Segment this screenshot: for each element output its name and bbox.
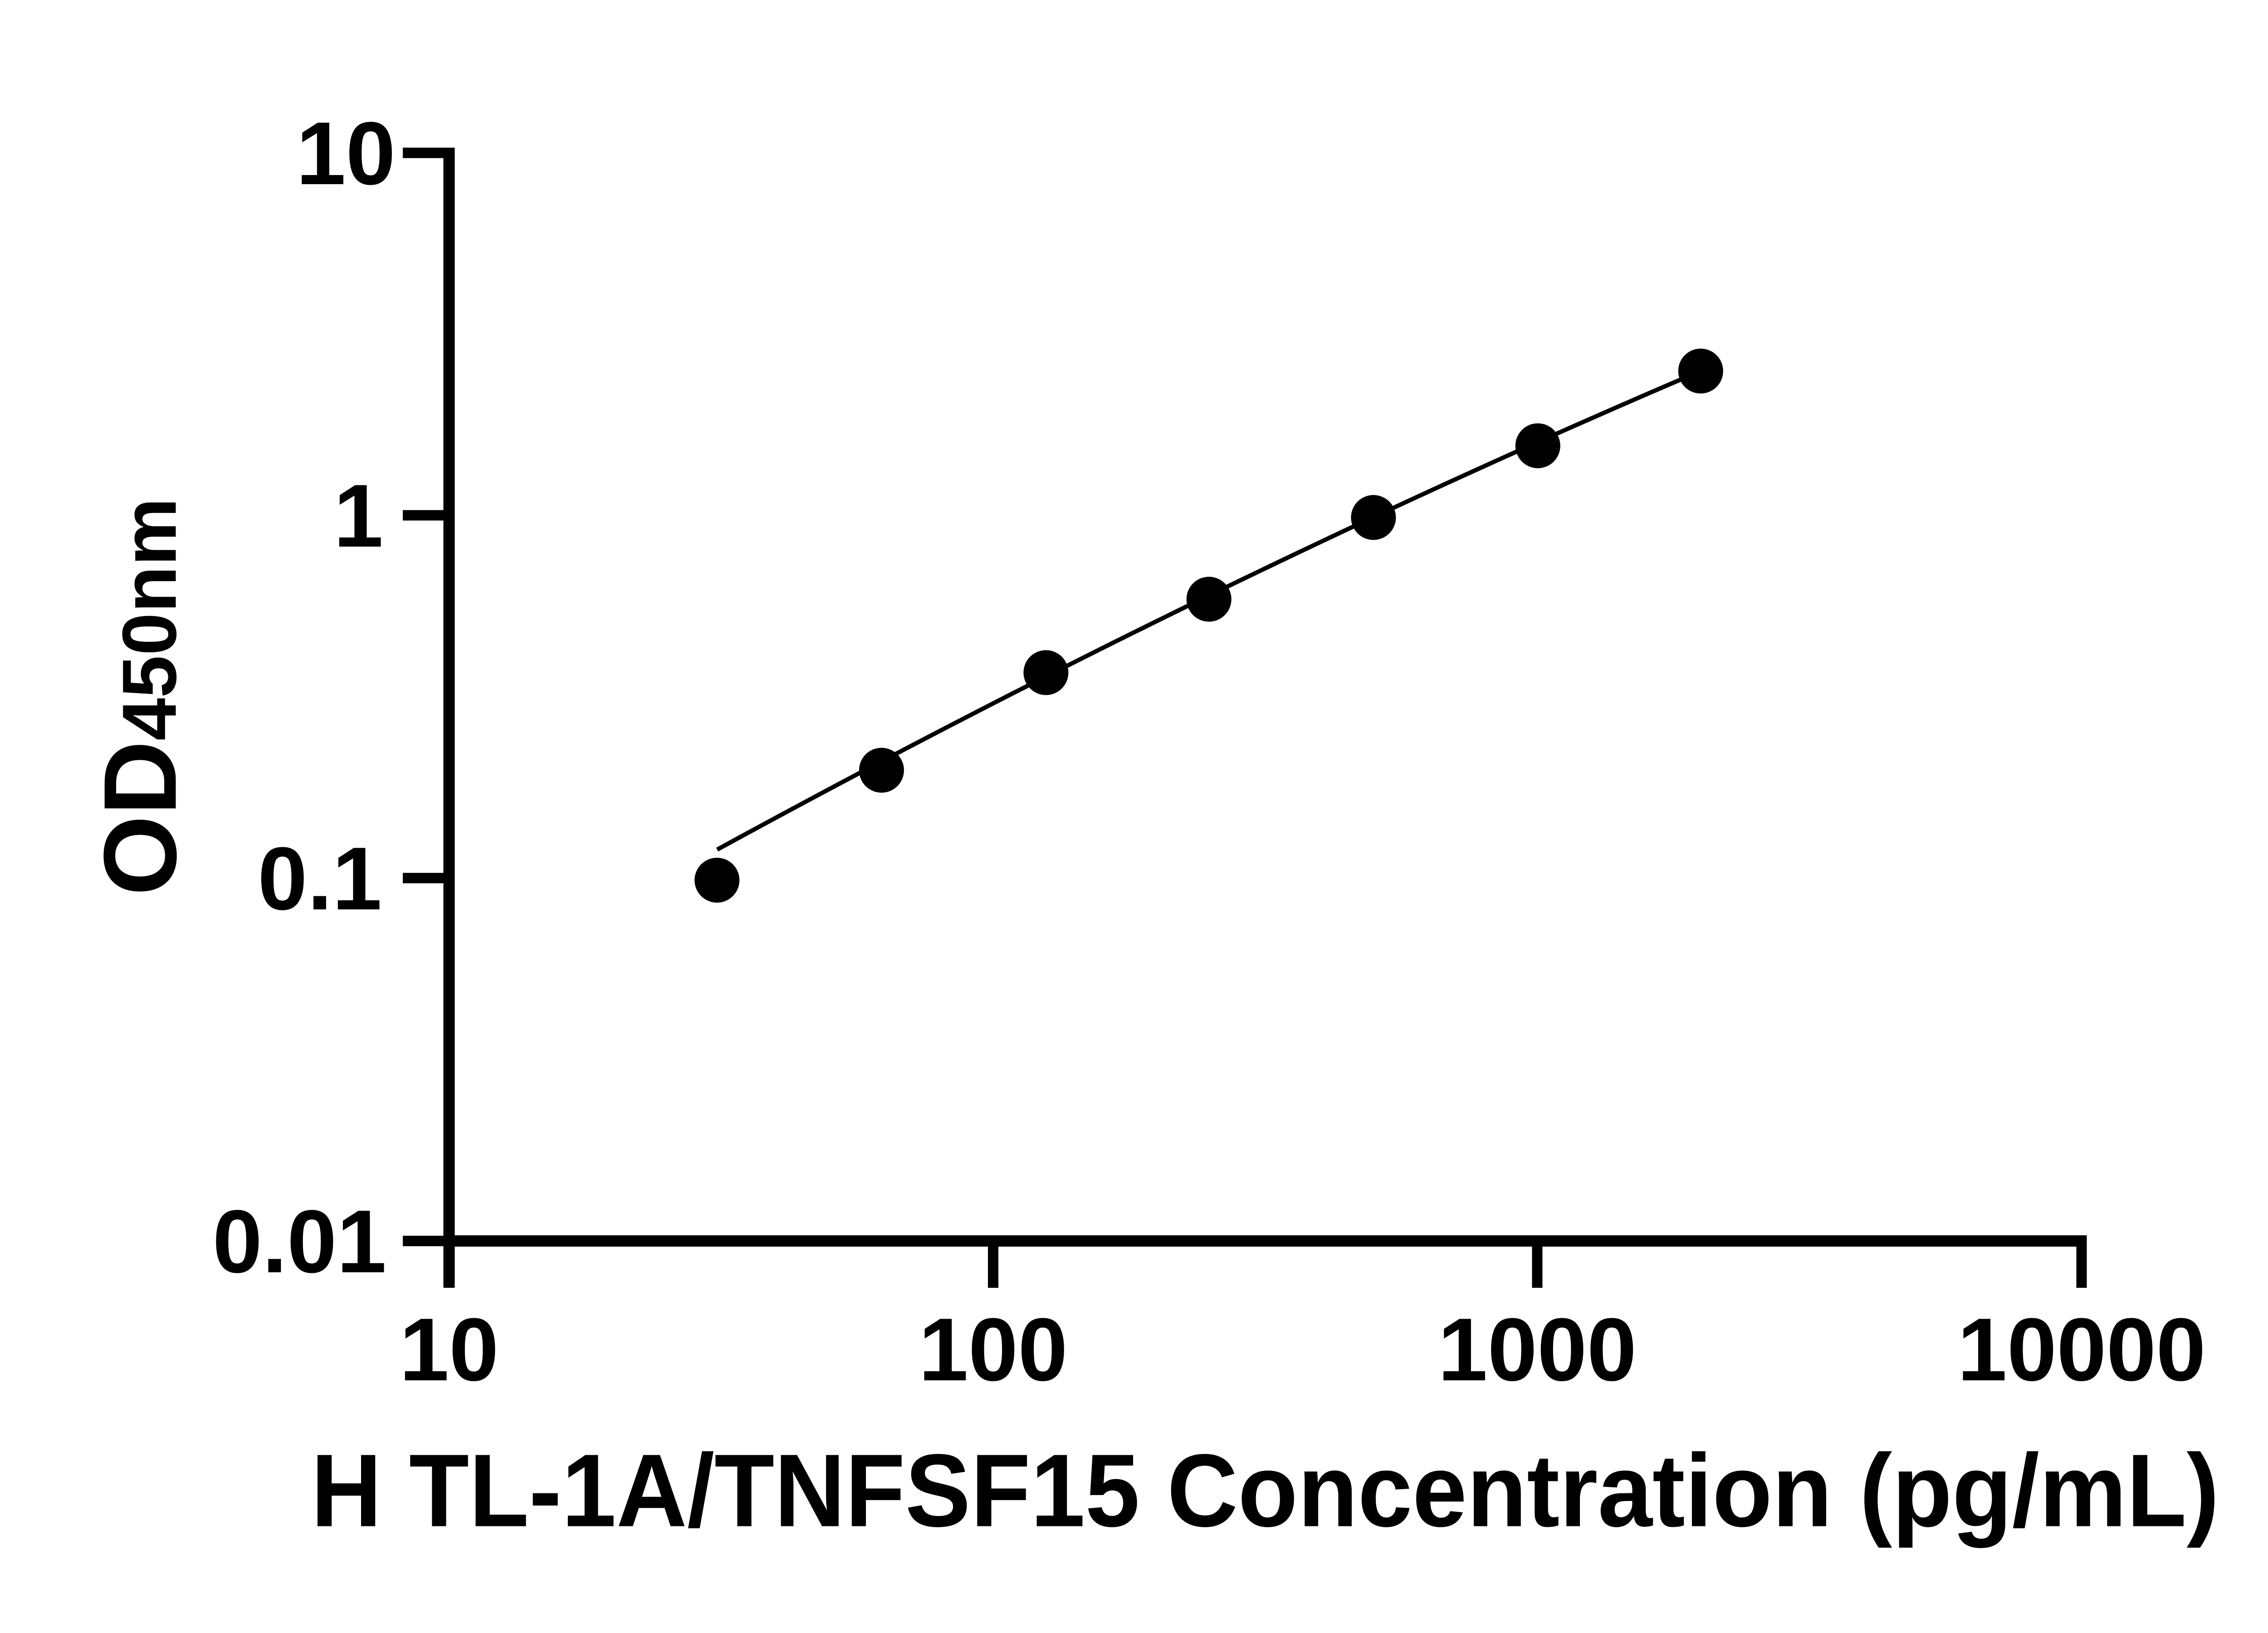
svg-text:H TL-1A/TNFSF15 Concentration: H TL-1A/TNFSF15 Concentration (pg/mL) [311, 1433, 2219, 1549]
svg-text:1000: 1000 [1438, 1300, 1637, 1399]
svg-text:OD450nm: OD450nm [83, 498, 198, 895]
svg-text:100: 100 [919, 1300, 1068, 1399]
svg-text:0.1: 0.1 [258, 829, 382, 929]
svg-text:10: 10 [399, 1300, 499, 1399]
svg-text:10000: 10000 [1957, 1300, 2206, 1399]
svg-text:1: 1 [333, 466, 383, 566]
svg-text:10: 10 [296, 103, 396, 203]
svg-text:0.01: 0.01 [213, 1192, 386, 1291]
